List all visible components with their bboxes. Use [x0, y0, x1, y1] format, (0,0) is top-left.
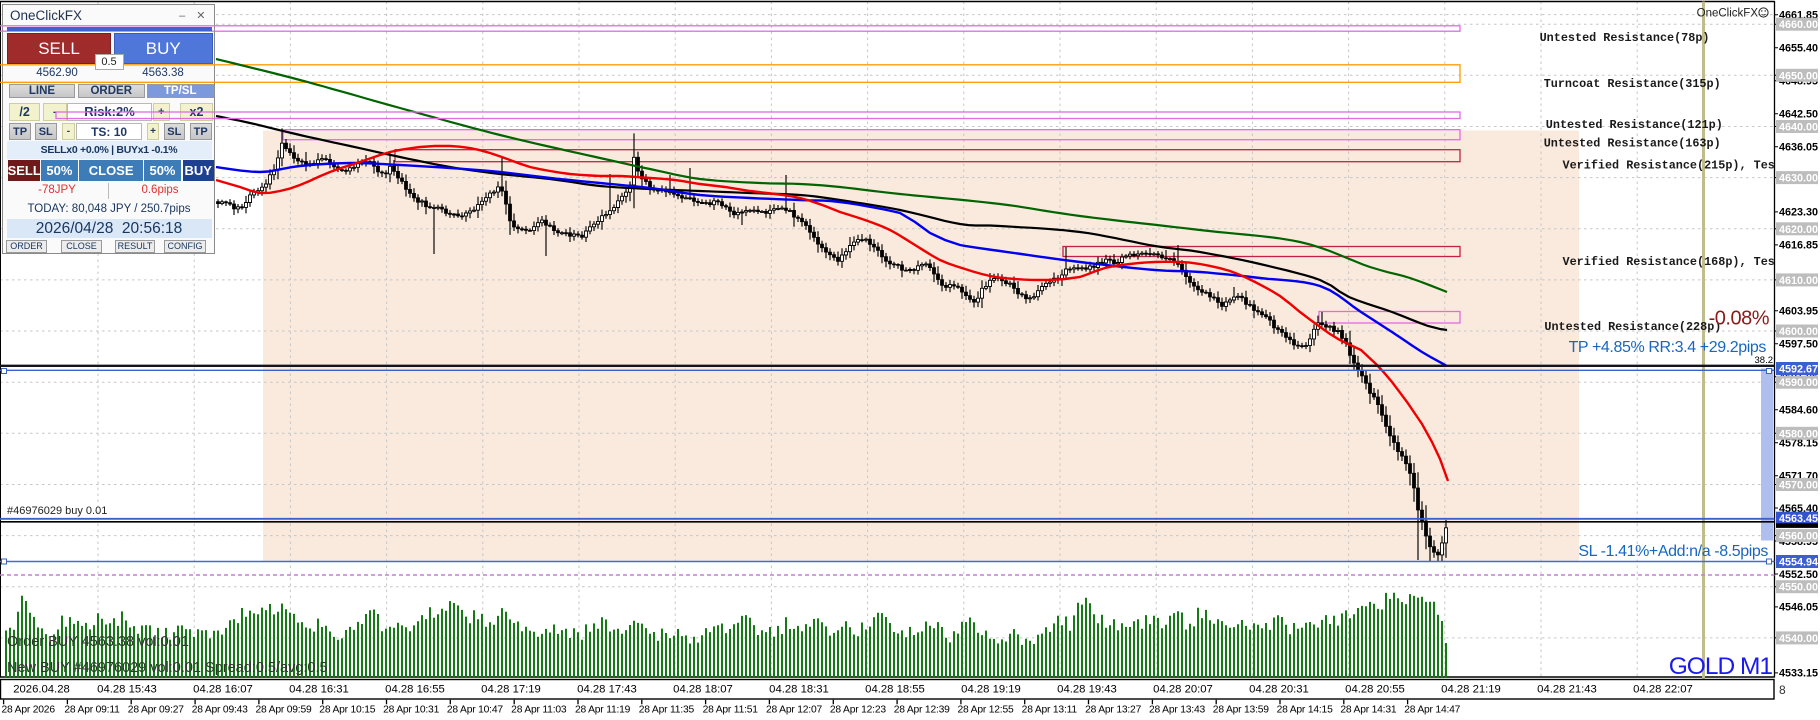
svg-text:28 Apr 09:11: 28 Apr 09:11 [64, 705, 120, 716]
svg-text:28 Apr 09:27: 28 Apr 09:27 [128, 705, 184, 716]
svg-text:#46976029 buy 0.01: #46976029 buy 0.01 [7, 505, 107, 517]
svg-text:4597.50: 4597.50 [1779, 339, 1818, 351]
svg-text:4578.15: 4578.15 [1779, 438, 1818, 450]
svg-text:4580.00: 4580.00 [1779, 428, 1818, 440]
svg-text:Untested Resistance(163p): Untested Resistance(163p) [1544, 137, 1721, 151]
svg-text:28 Apr 12:07: 28 Apr 12:07 [766, 705, 822, 716]
svg-text:OneClickFX: OneClickFX [1697, 8, 1759, 20]
svg-text:04.28 16:31: 04.28 16:31 [289, 684, 349, 696]
svg-text:04.28 17:19: 04.28 17:19 [481, 684, 541, 696]
svg-text:GOLD M1: GOLD M1 [1669, 653, 1773, 680]
svg-text:4552.50: 4552.50 [1779, 569, 1818, 581]
svg-text:28 Apr 11:19: 28 Apr 11:19 [575, 705, 631, 716]
svg-text:28 Apr 12:23: 28 Apr 12:23 [830, 705, 886, 716]
svg-text:04.28 18:55: 04.28 18:55 [865, 684, 925, 696]
svg-text:4560.00: 4560.00 [1779, 531, 1818, 543]
svg-text:28 Apr 13:27: 28 Apr 13:27 [1085, 705, 1141, 716]
svg-text:28 Apr 13:11: 28 Apr 13:11 [1022, 705, 1078, 716]
svg-text:04.28 20:07: 04.28 20:07 [1153, 684, 1213, 696]
svg-text:4616.85: 4616.85 [1779, 240, 1818, 252]
svg-text:Verified Resistance(168p), Tes: Verified Resistance(168p), Tes [1563, 255, 1775, 269]
svg-text:04.28 21:43: 04.28 21:43 [1537, 684, 1597, 696]
svg-text:Untested Resistance(228p): Untested Resistance(228p) [1544, 320, 1721, 334]
svg-text:8: 8 [1779, 683, 1786, 697]
svg-text:4640.00: 4640.00 [1779, 122, 1818, 134]
svg-text:04.28 20:31: 04.28 20:31 [1249, 684, 1309, 696]
svg-text:Order BUY 4563.38 vol:0.01: Order BUY 4563.38 vol:0.01 [7, 634, 189, 650]
svg-text:4655.40: 4655.40 [1779, 43, 1818, 55]
svg-text:4590.00: 4590.00 [1779, 377, 1818, 389]
svg-text:04.28 16:07: 04.28 16:07 [193, 684, 253, 696]
svg-text:4584.60: 4584.60 [1779, 405, 1818, 417]
svg-text:4623.30: 4623.30 [1779, 207, 1818, 219]
svg-text:28 Apr 14:15: 28 Apr 14:15 [1277, 705, 1333, 716]
svg-text:04.28 21:19: 04.28 21:19 [1441, 684, 1501, 696]
svg-text:New BUY #46976029 vol:0.01 Spr: New BUY #46976029 vol:0.01 Spread:0.5/av… [7, 660, 328, 676]
svg-text:Verified Resistance(215p), Tes: Verified Resistance(215p), Tes [1563, 159, 1775, 173]
svg-text:4592.67: 4592.67 [1779, 364, 1818, 376]
svg-text:04.28 20:55: 04.28 20:55 [1345, 684, 1405, 696]
svg-text:4563.45: 4563.45 [1779, 513, 1818, 525]
svg-text:SL -1.41%+Add:n/a -8.5pips: SL -1.41%+Add:n/a -8.5pips [1578, 543, 1768, 560]
svg-text:28 Apr 13:43: 28 Apr 13:43 [1149, 705, 1205, 716]
svg-text:04.28 16:55: 04.28 16:55 [385, 684, 445, 696]
svg-text:4630.00: 4630.00 [1779, 173, 1818, 185]
svg-text:28 Apr 09:59: 28 Apr 09:59 [256, 705, 312, 716]
svg-text:Untested Resistance(78p): Untested Resistance(78p) [1540, 31, 1710, 45]
svg-text:28 Apr 11:03: 28 Apr 11:03 [511, 705, 567, 716]
svg-text:4610.00: 4610.00 [1779, 275, 1818, 287]
svg-text:04.28 17:43: 04.28 17:43 [577, 684, 637, 696]
svg-text:04.28 18:31: 04.28 18:31 [769, 684, 829, 696]
svg-text:4660.00: 4660.00 [1779, 19, 1818, 31]
svg-text:4570.00: 4570.00 [1779, 480, 1818, 492]
svg-text:TP +4.85% RR:3.4 +29.2pips: TP +4.85% RR:3.4 +29.2pips [1569, 339, 1767, 356]
svg-text:2026.04.28: 2026.04.28 [13, 684, 70, 696]
svg-text:04.28 19:19: 04.28 19:19 [961, 684, 1021, 696]
svg-text:28 Apr 12:55: 28 Apr 12:55 [958, 705, 1014, 716]
svg-text:4600.00: 4600.00 [1779, 326, 1818, 338]
svg-text:28 Apr 14:31: 28 Apr 14:31 [1340, 705, 1396, 716]
svg-text:4554.94: 4554.94 [1779, 557, 1818, 569]
svg-text:4550.00: 4550.00 [1779, 582, 1818, 594]
svg-text:04.28 19:43: 04.28 19:43 [1057, 684, 1117, 696]
svg-text:38.2: 38.2 [1755, 355, 1774, 366]
svg-text:04.28 22:07: 04.28 22:07 [1633, 684, 1693, 696]
svg-text:4650.00: 4650.00 [1779, 70, 1818, 82]
svg-text:04.28 18:07: 04.28 18:07 [673, 684, 733, 696]
svg-text:28 Apr 11:51: 28 Apr 11:51 [703, 705, 759, 716]
svg-text:Turncoat Resistance(315p): Turncoat Resistance(315p) [1544, 77, 1721, 91]
svg-text:4642.50: 4642.50 [1779, 109, 1818, 121]
svg-text:28 Apr 13:59: 28 Apr 13:59 [1213, 705, 1269, 716]
svg-text:28 Apr 2026: 28 Apr 2026 [2, 705, 56, 716]
svg-text:4533.15: 4533.15 [1779, 668, 1818, 680]
svg-text:28 Apr 12:39: 28 Apr 12:39 [894, 705, 950, 716]
svg-text:28 Apr 10:47: 28 Apr 10:47 [447, 705, 503, 716]
svg-text:Untested Resistance(121p): Untested Resistance(121p) [1546, 118, 1723, 132]
svg-text:04.28 15:43: 04.28 15:43 [97, 684, 157, 696]
svg-text:-0.08%: -0.08% [1709, 307, 1770, 329]
svg-text:28 Apr 14:47: 28 Apr 14:47 [1404, 705, 1460, 716]
svg-text:28 Apr 09:43: 28 Apr 09:43 [192, 705, 248, 716]
svg-text:28 Apr 10:15: 28 Apr 10:15 [319, 705, 375, 716]
svg-text:28 Apr 10:31: 28 Apr 10:31 [383, 705, 439, 716]
svg-text:4636.05: 4636.05 [1779, 142, 1818, 154]
svg-text:28 Apr 11:35: 28 Apr 11:35 [639, 705, 695, 716]
svg-text:4603.95: 4603.95 [1779, 306, 1818, 318]
svg-text:4540.00: 4540.00 [1779, 633, 1818, 645]
svg-text:4546.05: 4546.05 [1779, 602, 1818, 614]
svg-text:4620.00: 4620.00 [1779, 224, 1818, 236]
